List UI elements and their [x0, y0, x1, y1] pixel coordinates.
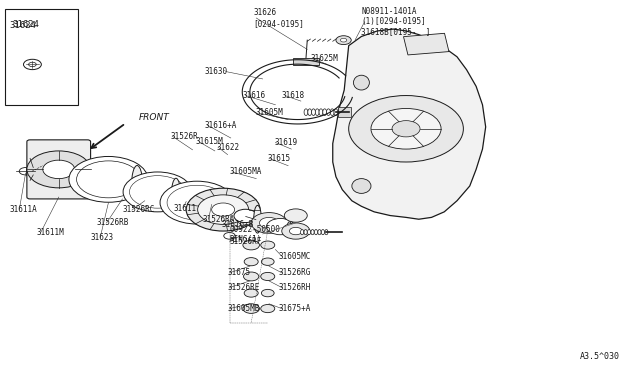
- Ellipse shape: [330, 109, 334, 115]
- Circle shape: [244, 258, 258, 266]
- Text: 31526RF: 31526RF: [230, 237, 262, 246]
- Circle shape: [186, 188, 260, 231]
- Ellipse shape: [311, 230, 314, 235]
- Ellipse shape: [323, 109, 326, 115]
- Circle shape: [260, 241, 275, 249]
- Text: 31675: 31675: [228, 268, 251, 277]
- Text: 31625M: 31625M: [310, 54, 338, 63]
- Text: 31526RH: 31526RH: [278, 283, 311, 292]
- Text: 31616+B: 31616+B: [221, 220, 253, 229]
- Bar: [338, 107, 351, 117]
- Circle shape: [167, 185, 227, 220]
- Text: 31626
[0294-0195]: 31626 [0294-0195]: [253, 8, 304, 28]
- Text: 31624: 31624: [12, 20, 39, 29]
- Text: FRONT: FRONT: [138, 113, 169, 122]
- Circle shape: [123, 172, 192, 212]
- Polygon shape: [333, 29, 486, 219]
- Ellipse shape: [312, 109, 316, 115]
- Text: 31615M: 31615M: [196, 137, 223, 146]
- Circle shape: [234, 209, 257, 222]
- Circle shape: [392, 121, 420, 137]
- Ellipse shape: [326, 109, 330, 115]
- Ellipse shape: [352, 179, 371, 193]
- Text: N08911-1401A
(1)[0294-0195]
31618B[0195-  ]: N08911-1401A (1)[0294-0195] 31618B[0195-…: [362, 7, 431, 36]
- Text: 31605MA: 31605MA: [230, 167, 262, 176]
- Circle shape: [266, 218, 294, 235]
- Ellipse shape: [314, 230, 317, 235]
- Text: 31605MC: 31605MC: [278, 251, 311, 261]
- Ellipse shape: [334, 109, 338, 115]
- Text: A3.5^030: A3.5^030: [579, 352, 620, 361]
- Circle shape: [243, 240, 259, 250]
- Ellipse shape: [308, 109, 312, 115]
- Ellipse shape: [324, 230, 328, 235]
- Circle shape: [244, 272, 259, 281]
- Circle shape: [27, 151, 91, 188]
- Circle shape: [336, 36, 351, 45]
- Circle shape: [77, 161, 140, 198]
- Ellipse shape: [253, 205, 261, 233]
- Text: 31526RB: 31526RB: [97, 218, 129, 227]
- Circle shape: [260, 272, 275, 280]
- Circle shape: [224, 232, 236, 239]
- Ellipse shape: [316, 109, 319, 115]
- Ellipse shape: [319, 109, 323, 115]
- Text: 31619: 31619: [274, 138, 297, 147]
- Ellipse shape: [353, 75, 369, 90]
- Circle shape: [349, 96, 463, 162]
- Text: 31611A: 31611A: [9, 205, 36, 215]
- Bar: [293, 58, 319, 65]
- Text: 31623: 31623: [91, 233, 114, 242]
- Bar: [403, 33, 449, 55]
- Circle shape: [259, 217, 278, 228]
- Circle shape: [282, 223, 310, 239]
- Text: 31526R: 31526R: [170, 132, 198, 141]
- Circle shape: [260, 305, 275, 312]
- Circle shape: [371, 109, 441, 149]
- Bar: [4, 9, 78, 105]
- Text: 31605MB: 31605MB: [228, 304, 260, 313]
- Circle shape: [24, 59, 42, 70]
- Circle shape: [129, 176, 186, 208]
- Ellipse shape: [307, 230, 310, 235]
- Text: 31611: 31611: [173, 203, 196, 213]
- Ellipse shape: [304, 109, 308, 115]
- Circle shape: [160, 181, 234, 224]
- Circle shape: [261, 289, 274, 297]
- Text: 31616: 31616: [243, 91, 266, 100]
- Text: 31526RA: 31526RA: [202, 215, 234, 224]
- Text: 31605M: 31605M: [255, 108, 283, 118]
- Text: 31618: 31618: [282, 91, 305, 100]
- Circle shape: [261, 258, 274, 265]
- Ellipse shape: [304, 230, 307, 235]
- Ellipse shape: [301, 230, 304, 235]
- Text: 31624: 31624: [9, 21, 36, 30]
- Circle shape: [212, 203, 235, 216]
- Circle shape: [284, 209, 307, 222]
- Circle shape: [29, 62, 36, 67]
- Text: 31616+A: 31616+A: [204, 121, 236, 129]
- Text: 31622: 31622: [217, 143, 240, 152]
- Circle shape: [69, 157, 148, 202]
- FancyBboxPatch shape: [27, 140, 91, 199]
- Circle shape: [251, 212, 287, 233]
- Text: 31526RG: 31526RG: [278, 268, 311, 277]
- Ellipse shape: [318, 230, 321, 235]
- Text: 31675+A: 31675+A: [278, 304, 311, 313]
- Circle shape: [243, 304, 259, 313]
- Text: 00922-50500
RING(1): 00922-50500 RING(1): [230, 225, 280, 244]
- Text: 31526RE: 31526RE: [228, 283, 260, 292]
- Ellipse shape: [131, 166, 143, 208]
- Ellipse shape: [172, 178, 180, 215]
- Text: 31615: 31615: [268, 154, 291, 163]
- Circle shape: [198, 195, 248, 224]
- Circle shape: [43, 160, 75, 179]
- Text: 31611M: 31611M: [36, 228, 64, 237]
- Ellipse shape: [321, 230, 324, 235]
- Circle shape: [289, 227, 302, 235]
- Text: 31526RC: 31526RC: [122, 205, 155, 215]
- Circle shape: [340, 38, 347, 42]
- Circle shape: [244, 289, 258, 297]
- Circle shape: [19, 167, 32, 175]
- Ellipse shape: [287, 222, 292, 237]
